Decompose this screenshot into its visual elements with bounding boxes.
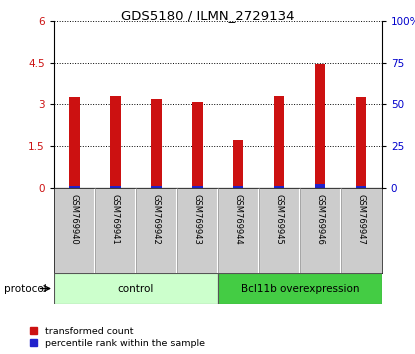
Bar xyxy=(356,97,366,188)
Text: GSM769942: GSM769942 xyxy=(152,194,161,245)
Bar xyxy=(274,96,284,188)
Text: GSM769946: GSM769946 xyxy=(316,194,325,245)
Bar xyxy=(192,186,203,188)
Bar xyxy=(315,64,325,188)
Bar xyxy=(274,186,284,188)
Text: Bcl11b overexpression: Bcl11b overexpression xyxy=(241,284,359,293)
Text: control: control xyxy=(118,284,154,293)
Bar xyxy=(315,184,325,188)
Legend: transformed count, percentile rank within the sample: transformed count, percentile rank withi… xyxy=(29,327,205,348)
Text: GSM769947: GSM769947 xyxy=(357,194,366,245)
Text: GSM769943: GSM769943 xyxy=(193,194,202,245)
Bar xyxy=(233,186,244,188)
Bar xyxy=(192,102,203,188)
Bar xyxy=(69,97,80,188)
FancyBboxPatch shape xyxy=(54,273,218,304)
Text: GSM769941: GSM769941 xyxy=(111,194,120,245)
Text: protocol: protocol xyxy=(4,284,47,293)
Bar xyxy=(233,140,244,188)
Bar xyxy=(69,186,80,188)
Text: GDS5180 / ILMN_2729134: GDS5180 / ILMN_2729134 xyxy=(121,9,294,22)
Bar xyxy=(356,186,366,188)
Text: GSM769940: GSM769940 xyxy=(70,194,79,245)
Text: GSM769945: GSM769945 xyxy=(275,194,284,245)
Bar xyxy=(110,186,120,188)
Bar xyxy=(151,99,161,188)
Bar xyxy=(110,96,120,188)
Text: GSM769944: GSM769944 xyxy=(234,194,243,245)
Bar xyxy=(151,186,161,188)
FancyBboxPatch shape xyxy=(218,273,382,304)
